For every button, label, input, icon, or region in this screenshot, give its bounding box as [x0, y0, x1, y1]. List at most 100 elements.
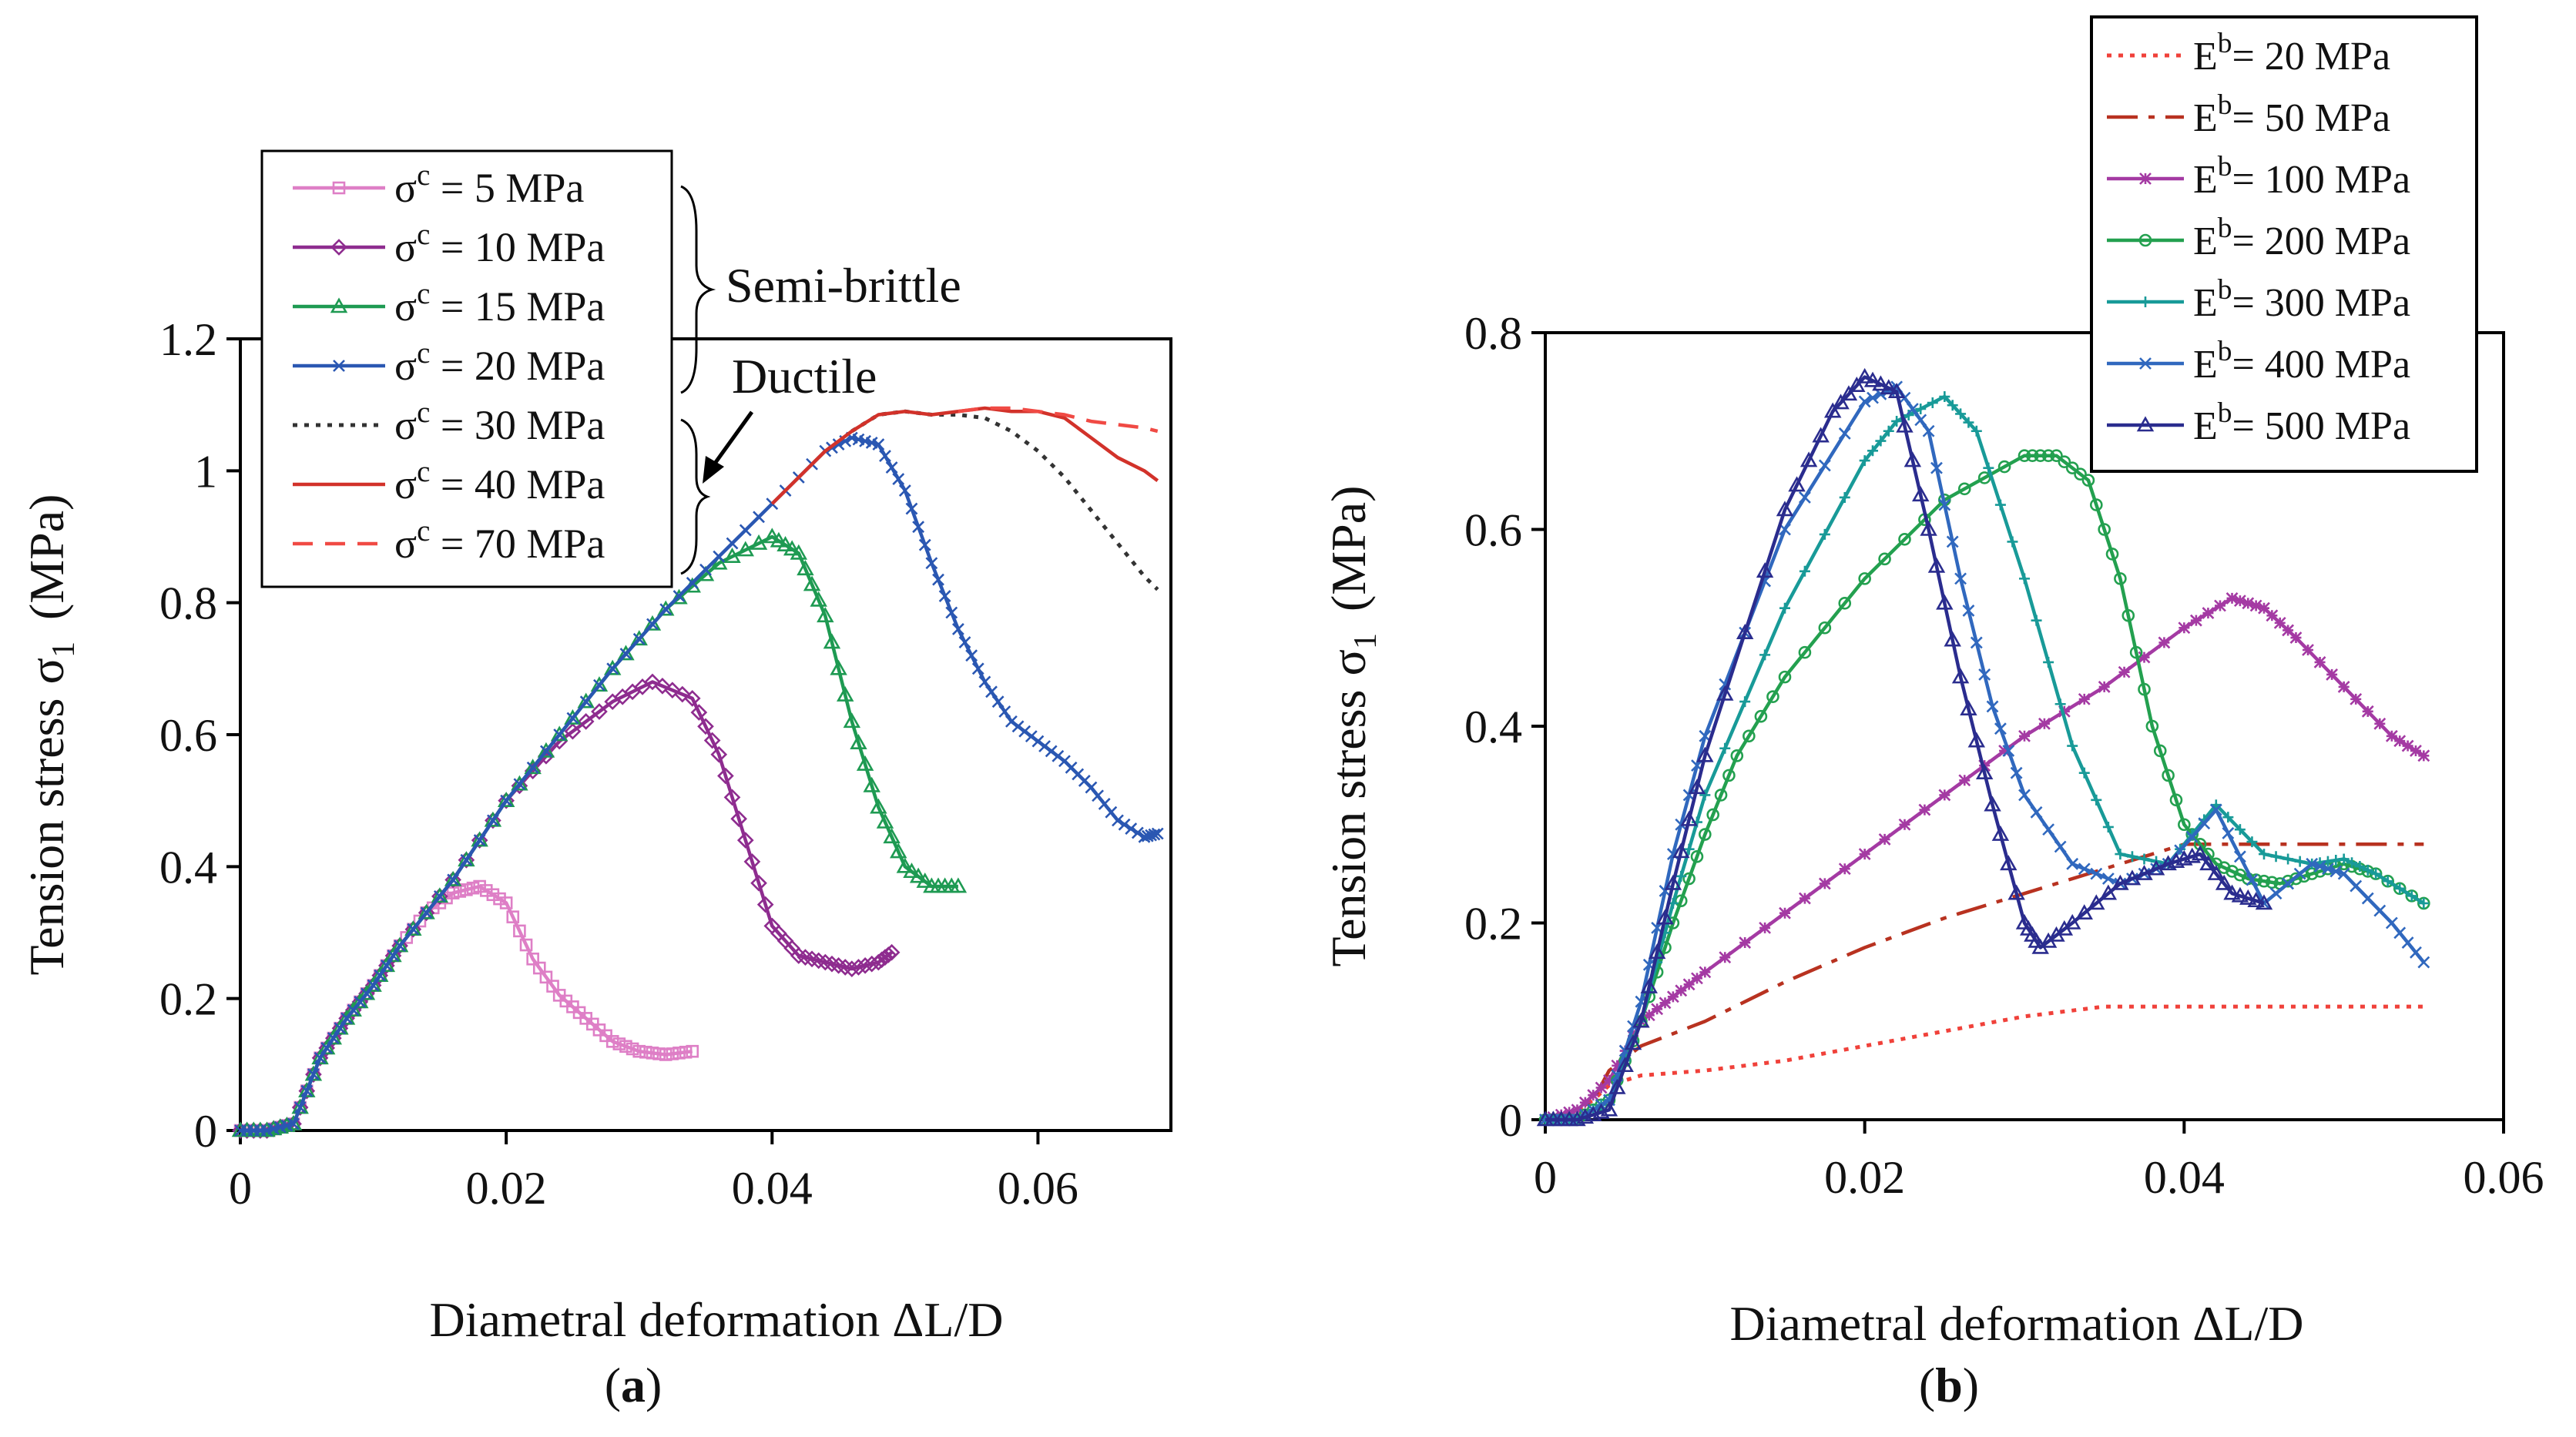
- b-ytick-label-2: 0.4: [1464, 702, 1522, 752]
- panel-a: 0 0.2 0.4 0.6 0.8 1 1.2 0 0.02 0.04 0.06 Diametral…: [19, 149, 1172, 1412]
- legend-s20-marker: [333, 360, 345, 372]
- series-s10-marker-28: [444, 871, 461, 889]
- series-e200-marker-44: [2050, 449, 2063, 462]
- series-s10-marker-50: [697, 718, 714, 735]
- series-s10-marker-52: [710, 745, 728, 763]
- series-e100-marker-45: [2189, 614, 2202, 627]
- series-e500-marker-36: [1887, 382, 1906, 398]
- legend-s30-label: σc = 30 MPa: [394, 396, 605, 448]
- series-e500-marker-29: [1832, 394, 1850, 410]
- series-e400-marker-49: [2030, 806, 2043, 819]
- series-e500-marker-78: [2239, 889, 2257, 905]
- series-s5-marker-47: [546, 980, 559, 993]
- legend-s10: σc = 10 MPa: [293, 218, 605, 270]
- legend-s5-label: σc = 5 MPa: [394, 159, 584, 211]
- series-s20-marker-33: [513, 778, 526, 791]
- series-e300-marker-20: [1699, 789, 1711, 801]
- ductile-arrow-shaft: [708, 410, 754, 471]
- series-e300-marker-74: [2354, 861, 2366, 873]
- a-ytick-label-1: 0.2: [159, 974, 217, 1025]
- series-s20-marker-58: [832, 438, 845, 451]
- plot-b-ylabel-symbol: σ: [1321, 649, 1376, 676]
- legend-s15-label: σc = 15 MPa: [394, 277, 605, 330]
- series-s15-marker-31: [484, 811, 502, 827]
- series-s20-marker-91: [1052, 749, 1065, 762]
- series-s20-marker-30: [473, 834, 486, 846]
- series-s15-marker-26: [418, 903, 435, 919]
- series-s20-marker-88: [1031, 735, 1045, 748]
- series-e500-marker-62: [2088, 894, 2105, 910]
- series-s15-marker-70: [883, 828, 901, 844]
- a-ytick-label-3: 0.6: [159, 710, 217, 761]
- series-s20-marker-80: [978, 675, 991, 688]
- series-s20-marker-74: [938, 590, 951, 603]
- series-s15-marker-54: [776, 536, 794, 552]
- a-xtick-label-1: 0.02: [466, 1163, 547, 1214]
- series-e400-marker-82: [2401, 936, 2414, 949]
- plot-a-legend-box: [260, 149, 673, 588]
- plot-b-series: [1536, 367, 2430, 1127]
- series-e200-marker-32: [1858, 572, 1871, 585]
- series-e500-marker-45: [1960, 699, 1977, 715]
- series-e500-marker-9: [1608, 1078, 1626, 1094]
- series-s15-marker-57: [797, 560, 814, 576]
- series-s5-marker-36: [473, 879, 486, 893]
- series-s20-marker-67: [892, 473, 905, 485]
- series-e200-marker-50: [2098, 523, 2111, 536]
- series-e400-marker-83: [2410, 946, 2422, 959]
- series-e100-marker-19: [1691, 972, 1703, 985]
- series-e100-marker-21: [1719, 951, 1732, 964]
- series-e200-marker-40: [2018, 449, 2031, 462]
- series-e100-marker-18: [1682, 978, 1696, 991]
- a-xtick-label-0: 0: [229, 1163, 252, 1214]
- series-e500-marker-12: [1632, 1012, 1650, 1028]
- plot-a-ylabel: Tension stress σ1 (MPa): [19, 494, 82, 976]
- series-s5-marker-66: [673, 1047, 686, 1060]
- series-s20-marker-86: [1018, 725, 1031, 738]
- series-s20-marker-19: [361, 987, 373, 1000]
- series-s20-marker-27: [433, 889, 446, 903]
- series-e400-marker-84: [2417, 956, 2430, 969]
- a-xtick-label-3: 0.06: [998, 1163, 1078, 1214]
- b-xtick-label-3: 0.06: [2464, 1152, 2544, 1203]
- series-e100-marker-13: [1642, 1009, 1655, 1022]
- series-e100-marker-47: [2214, 599, 2226, 612]
- svg-text:Tension stressσ1(MPa): Tension stress σ1 (MPa): [19, 494, 82, 976]
- series-s15-marker-10: [298, 1081, 316, 1097]
- series-s20-marker-28: [447, 873, 460, 886]
- series-e500-marker-49: [1991, 825, 2010, 841]
- series-e400-marker-46: [2002, 745, 2015, 757]
- series-s20-marker-31: [486, 814, 499, 827]
- series-e20: [1545, 1004, 2424, 1122]
- series-s20-marker-77: [958, 636, 971, 648]
- series-e400-marker-52: [2066, 857, 2079, 870]
- series-s10-marker-57: [743, 853, 761, 870]
- series-e500-marker-74: [2207, 864, 2225, 880]
- series-s15-marker-58: [803, 575, 821, 591]
- series-s20-marker-99: [1105, 806, 1118, 819]
- series-e400-marker-77: [2350, 879, 2363, 893]
- series-e300-marker-32: [1891, 415, 1903, 427]
- series-e300-marker-77: [2382, 876, 2393, 887]
- series-s5-marker-40: [499, 896, 513, 909]
- series-s20-marker-42: [632, 632, 646, 645]
- series-e200-marker-43: [2041, 449, 2055, 462]
- series-s15-marker-21: [371, 966, 389, 982]
- series-e500-marker-17: [1672, 842, 1690, 859]
- series-s10-marker-13: [318, 1040, 336, 1057]
- series-e200-marker-26: [1754, 709, 1768, 723]
- legend-s15: σc = 15 MPa: [293, 277, 605, 330]
- plot-b-legend: Eb= 20 MPa Eb= 50 MPa Eb= 100 MPa Eb= 200 M…: [2107, 28, 2410, 448]
- series-s15-marker-56: [790, 544, 808, 560]
- series-e400-marker-37: [1930, 461, 1943, 474]
- series-s20-marker-40: [606, 662, 619, 675]
- series-s20-marker-102: [1125, 822, 1138, 835]
- series-s15-marker-16: [337, 1009, 356, 1025]
- series-e200-marker-55: [2138, 682, 2151, 696]
- series-e500-marker-23: [1756, 562, 1774, 578]
- series-e300-marker-24: [1779, 602, 1790, 614]
- series-s10-marker-54: [723, 789, 741, 806]
- series-s10-marker-11: [305, 1066, 322, 1084]
- series-e300-marker-76: [2370, 868, 2382, 879]
- series-s20-marker-97: [1092, 789, 1105, 802]
